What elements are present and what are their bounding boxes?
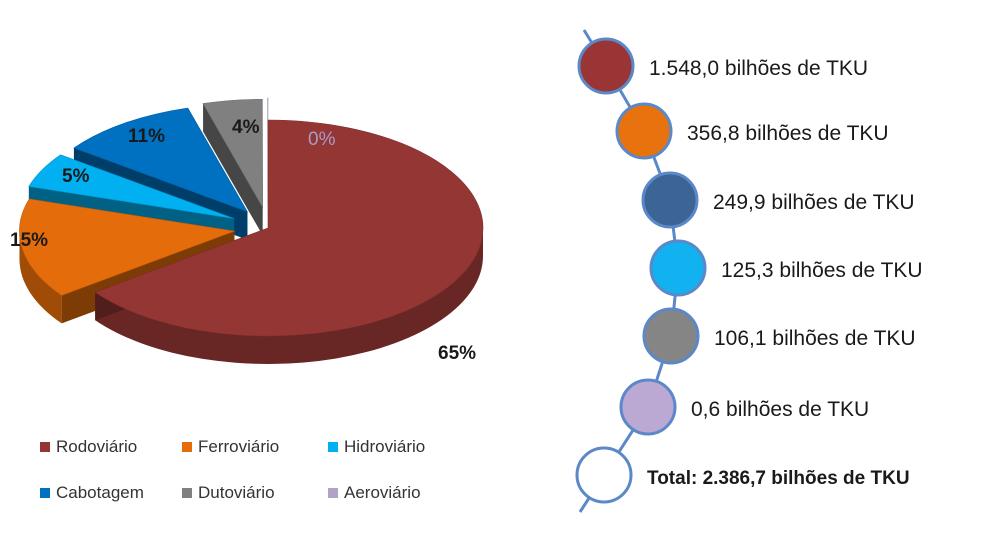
legend-item-hidroviario: Hidroviário	[328, 437, 425, 457]
pct-label-dutoviario: 4%	[232, 117, 260, 138]
legend-item-ferroviario: Ferroviário	[182, 437, 279, 457]
pct-label-hidroviario: 5%	[62, 166, 90, 187]
legend-label: Dutoviário	[198, 483, 275, 502]
legend-item-rodoviario: Rodoviário	[40, 437, 137, 457]
pie-slices	[19, 97, 484, 364]
legend-swatch	[328, 488, 338, 498]
slice-top	[19, 198, 236, 296]
chain-label-dutoviario: 106,1 bilhões de TKU	[714, 327, 916, 350]
chain-circle-hidroviario	[649, 239, 707, 297]
chain-circle-dutoviario	[642, 307, 700, 365]
legend: Rodoviário Ferroviário Hidroviário Cabot…	[40, 433, 480, 523]
legend-label: Hidroviário	[344, 437, 426, 456]
chain-circle-cabotagem	[641, 171, 699, 229]
chain-circle-rodoviario	[577, 37, 635, 95]
legend-label: Cabotagem	[56, 483, 144, 502]
slice-top	[202, 99, 263, 209]
chain-label-cabotagem: 249,9 bilhões de TKU	[713, 191, 915, 214]
legend-swatch	[182, 488, 192, 498]
legend-swatch	[328, 442, 338, 452]
chain-label-aeroviario: 0,6 bilhões de TKU	[691, 398, 869, 421]
pct-label-cabotagem: 11%	[128, 126, 165, 147]
slice-top	[94, 119, 484, 337]
legend-item-cabotagem: Cabotagem	[40, 483, 144, 503]
slice-wall	[203, 103, 263, 236]
legend-swatch	[40, 488, 50, 498]
slice-rodoviario	[94, 119, 484, 364]
legend-swatch	[182, 442, 192, 452]
legend-label: Ferroviário	[198, 437, 280, 456]
legend-item-dutoviario: Dutoviário	[182, 483, 275, 503]
slice-top	[73, 107, 249, 213]
legend-swatch	[40, 442, 50, 452]
pie-chart: 65% 15% 5% 11% 4% 0%	[10, 97, 484, 364]
slice-top	[28, 154, 235, 219]
slice-side	[95, 228, 483, 364]
chain-circle-total	[575, 446, 633, 504]
chain-total-label: Total: 2.386,7 bilhões de TKU	[647, 468, 910, 489]
legend-label: Rodoviário	[56, 437, 138, 456]
legend-label: Aeroviário	[344, 483, 421, 502]
slice-side	[19, 231, 62, 324]
pct-label-ferroviario: 15%	[10, 230, 48, 251]
chain-label-rodoviario: 1.548,0 bilhões de TKU	[649, 57, 868, 80]
tku-chain: 1.548,0 bilhões de TKU 356,8 bilhões de …	[575, 29, 923, 513]
legend-item-aeroviario: Aeroviário	[328, 483, 421, 503]
chain-circles	[575, 37, 707, 504]
pct-label-aeroviario: 0%	[308, 129, 336, 150]
chain-circle-ferroviario	[615, 102, 673, 160]
slice-dutoviario	[202, 99, 263, 236]
pct-label-rodoviario: 65%	[438, 343, 476, 364]
chain-circle-aeroviario	[619, 378, 677, 436]
chain-label-ferroviario: 356,8 bilhões de TKU	[687, 122, 889, 145]
chain-label-hidroviario: 125,3 bilhões de TKU	[721, 259, 923, 282]
